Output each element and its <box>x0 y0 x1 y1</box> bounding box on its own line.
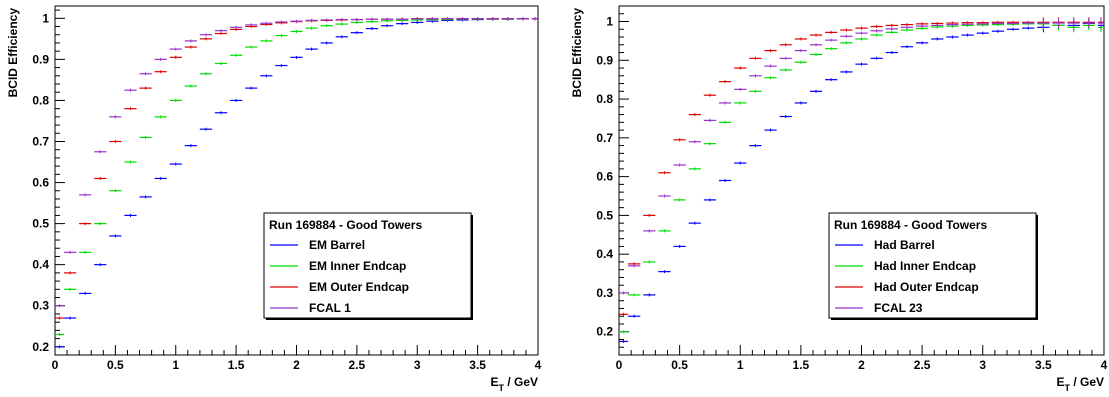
x-tick-label: 1.5 <box>793 358 810 372</box>
chart-panel-1: 0 0.5 1 1.5 2 2.5 3 3.5 4 0.2 0.3 0.4 0.5 0.6 0.7 0.8 0.… <box>6 5 542 393</box>
y-tick-label: 0.3 <box>32 299 49 313</box>
x-tick-label: 0 <box>52 358 59 372</box>
series-4 <box>55 17 538 308</box>
legend: Run 169884 - Good Towers Had Barrel Had In… <box>828 212 1038 320</box>
y-tick-label: 0.7 <box>32 134 49 148</box>
legend-box <box>828 212 1037 319</box>
x-tick-label: 3 <box>979 358 986 372</box>
chart-panel-2: 0 0.5 1 1.5 2 2.5 3 3.5 4 0.2 0.3 0.4 0.5 0.6 0.7 0.8 0.… <box>570 5 1108 393</box>
x-tick-label: 3 <box>414 358 421 372</box>
x-tick-label: 4 <box>535 358 542 372</box>
x-tick-label: 2 <box>858 358 865 372</box>
y-tick-label: 0.2 <box>596 325 613 339</box>
x-axis-title: ET / GeV <box>490 375 538 392</box>
legend-entry-label: Had Barrel <box>874 238 935 252</box>
x-tick-label: 0 <box>616 358 623 372</box>
legend-entry-label: Had Inner Endcap <box>874 259 976 273</box>
legend-entry-label: Had Outer Endcap <box>874 280 979 294</box>
y-tick-label: 0.8 <box>596 92 613 106</box>
legend-entry-label: EM Inner Endcap <box>309 259 406 273</box>
x-tick-label: 1 <box>737 358 744 372</box>
x-tick-label: 2.5 <box>349 358 366 372</box>
x-tick-label: 3.5 <box>469 358 486 372</box>
y-tick-label: 0.6 <box>32 176 49 190</box>
x-axis-title: ET / GeV <box>1056 375 1104 392</box>
y-tick-label: 0.7 <box>596 131 613 145</box>
y-axis-title: BCID Efficiency <box>570 8 584 98</box>
legend-entry-label: EM Barrel <box>309 238 365 252</box>
x-tick-label: 0.5 <box>671 358 688 372</box>
x-tick-label: 1 <box>172 358 179 372</box>
y-tick-label: 0.4 <box>596 247 613 261</box>
y-tick-label: 0.2 <box>32 340 49 354</box>
y-tick-label: 1 <box>42 11 49 25</box>
x-tick-label: 3.5 <box>1035 358 1052 372</box>
y-tick-label: 0.9 <box>32 52 49 66</box>
y-axis-title: BCID Efficiency <box>6 8 20 98</box>
y-tick-label: 0.6 <box>596 170 613 184</box>
x-tick-label: 2.5 <box>914 358 931 372</box>
legend-title: Run 169884 - Good Towers <box>834 218 987 232</box>
x-tick-label: 0.5 <box>107 358 124 372</box>
legend: Run 169884 - Good Towers EM Barrel EM Inne… <box>263 212 473 320</box>
y-tick-label: 0.9 <box>596 53 613 67</box>
y-tick-label: 0.5 <box>596 208 613 222</box>
y-tick-label: 0.5 <box>32 217 49 231</box>
legend-entry-label: EM Outer Endcap <box>309 280 409 294</box>
legend-entry-label: FCAL 23 <box>874 301 923 315</box>
x-tick-label: 1.5 <box>228 358 245 372</box>
x-tick-label: 4 <box>1101 358 1108 372</box>
y-tick-label: 0.3 <box>596 286 613 300</box>
y-tick-label: 1 <box>606 15 613 29</box>
y-tick-label: 0.4 <box>32 258 49 272</box>
x-tick-label: 2 <box>293 358 300 372</box>
series-4 <box>619 18 1104 295</box>
legend-title: Run 169884 - Good Towers <box>269 218 422 232</box>
legend-entry-label: FCAL 1 <box>309 301 351 315</box>
y-tick-label: 0.8 <box>32 93 49 107</box>
